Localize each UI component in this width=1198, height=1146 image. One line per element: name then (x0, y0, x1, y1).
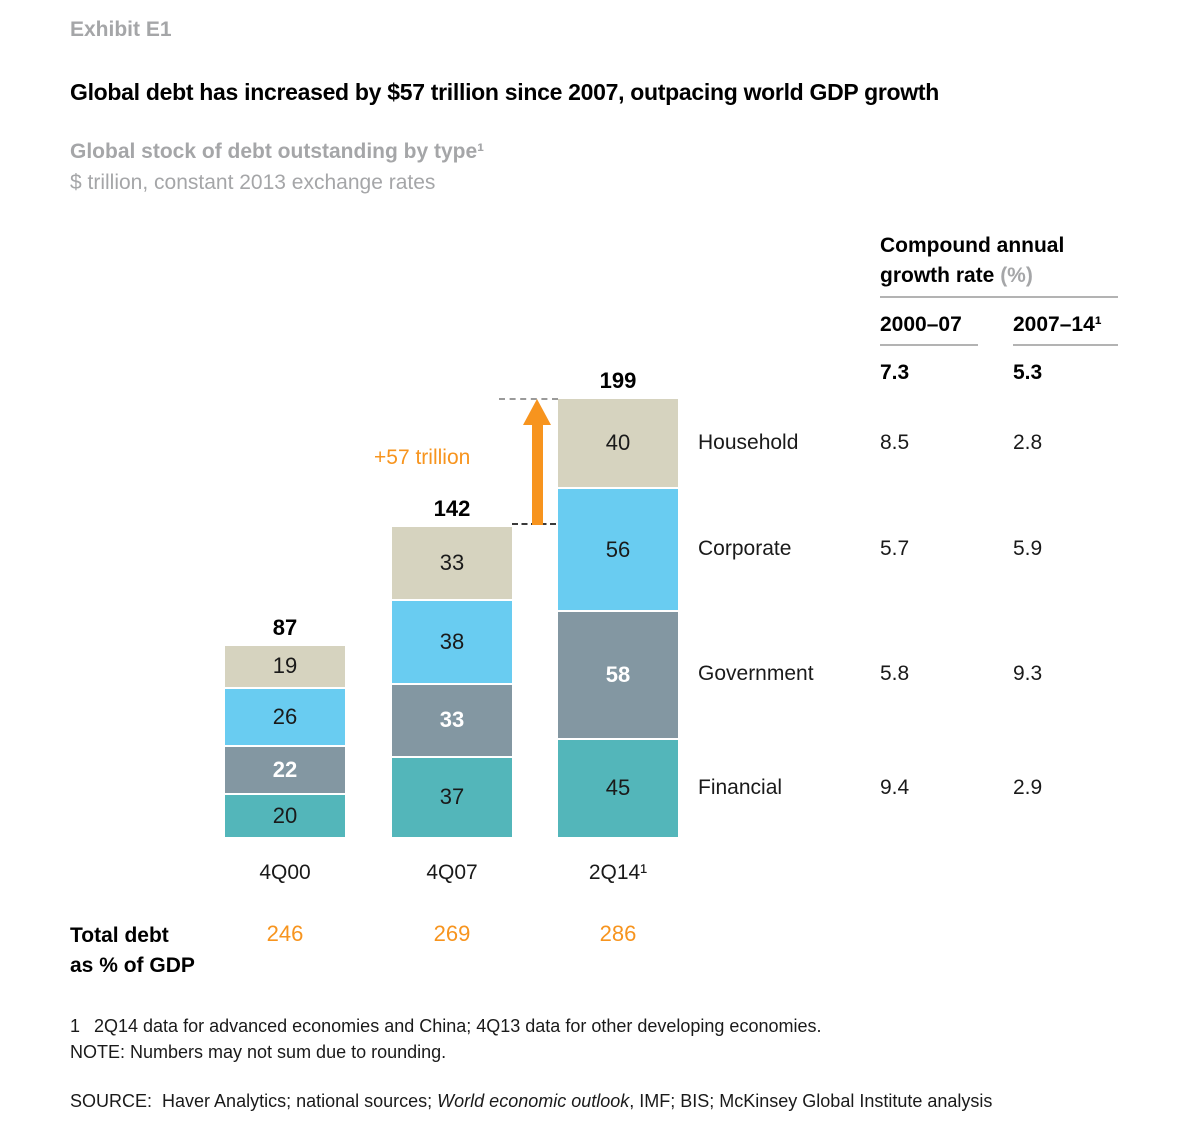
bar-segment-government: 58 (558, 610, 678, 738)
total-debt-label-line2: as % of GDP (70, 954, 195, 977)
bar-column: 40 56 58 45 (558, 399, 678, 837)
segment-value: 22 (272, 756, 298, 782)
bar-category-label: 4Q07 (426, 861, 478, 884)
total-debt-label: Total debt as % of GDP (70, 921, 195, 981)
segment-value: 56 (605, 536, 631, 562)
segment-value: 40 (605, 430, 631, 456)
bar-segment-financial: 20 (225, 792, 345, 837)
bar-total-label: 142 (433, 495, 471, 521)
chart-units-label: $ trillion, constant 2013 exchange rates (70, 171, 436, 194)
bar-segment-household: 33 (392, 526, 512, 600)
bar-segment-corporate: 56 (558, 487, 678, 611)
bar-segment-government: 22 (225, 744, 345, 793)
cagr-value-2000-07: 8.5 (880, 431, 910, 454)
cagr-row-label-government: Government (698, 662, 814, 685)
source-line: SOURCE: Haver Analytics; national source… (70, 1088, 992, 1114)
cagr-row-label-corporate: Corporate (698, 537, 792, 560)
bar-total-label: 199 (599, 368, 637, 394)
segment-value: 26 (272, 703, 298, 729)
cagr-title-line1: Compound annual (880, 234, 1065, 257)
chart-subtitle: Global stock of debt outstanding by type… (70, 140, 485, 163)
total-debt-value: 246 (266, 921, 304, 946)
segment-value: 58 (605, 662, 631, 688)
bar-segment-corporate: 26 (225, 687, 345, 745)
cagr-column2-rule (1013, 344, 1118, 346)
source-prefix: SOURCE: (70, 1091, 153, 1111)
increase-arrow-head (523, 399, 551, 425)
bar-segment-financial: 37 (392, 755, 512, 837)
cagr-value-2007-14: 9.3 (1013, 662, 1043, 685)
cagr-total-2000-07: 7.3 (880, 361, 910, 384)
cagr-title-unit: (%) (1000, 264, 1033, 287)
cagr-table-title: Compound annual growth rate (%) (880, 231, 1064, 291)
footnote-marker: 1 (70, 1016, 81, 1036)
source-italic: World economic outlook (437, 1091, 630, 1111)
footnote: 1 2Q14 data for advanced economies and Ch… (70, 1013, 821, 1039)
cagr-row-label-financial: Financial (698, 776, 783, 799)
source-text-2: , IMF; BIS; McKinsey Global Institute an… (629, 1091, 993, 1111)
note-line: NOTE: Numbers may not sum due to roundin… (70, 1042, 447, 1062)
bar-column: 19 26 22 20 (225, 645, 345, 837)
total-debt-value: 269 (433, 921, 471, 946)
increase-annotation: +57 trillion (374, 446, 471, 469)
cagr-title-line2: growth rate (880, 264, 995, 287)
bar-segment-household: 40 (558, 399, 678, 488)
cagr-column-header-2000-07: 2000–07 (880, 313, 962, 336)
bar-segment-government: 33 (392, 682, 512, 756)
cagr-header-rule (880, 296, 1118, 298)
footnote-text: 2Q14 data for advanced economies and Chi… (94, 1016, 822, 1036)
bar-category-label: 2Q14¹ (588, 861, 648, 884)
increase-arrow-shaft (532, 423, 543, 525)
cagr-column-header-2007-14: 2007–14¹ (1013, 313, 1102, 336)
source-spacer (152, 1091, 162, 1111)
cagr-value-2007-14: 2.9 (1013, 776, 1043, 799)
total-debt-value: 286 (599, 921, 637, 946)
bar-segment-corporate: 38 (392, 599, 512, 683)
bar-segment-household: 19 (225, 645, 345, 688)
segment-value: 33 (439, 707, 465, 733)
cagr-column1-rule (880, 344, 978, 346)
cagr-value-2000-07: 5.7 (880, 537, 910, 560)
bar-segment-financial: 45 (558, 737, 678, 837)
segment-value: 37 (439, 784, 465, 810)
cagr-value-2000-07: 5.8 (880, 662, 910, 685)
cagr-value-2000-07: 9.4 (880, 776, 910, 799)
bar-total-label: 87 (272, 614, 298, 640)
cagr-value-2007-14: 2.8 (1013, 431, 1043, 454)
cagr-row-label-household: Household (698, 431, 799, 454)
source-text-1: Haver Analytics; national sources; (162, 1091, 438, 1111)
total-debt-label-line1: Total debt (70, 924, 169, 947)
cagr-value-2007-14: 5.9 (1013, 537, 1043, 560)
bar-category-label: 4Q00 (259, 861, 311, 884)
cagr-total-2007-14: 5.3 (1013, 361, 1043, 384)
segment-value: 45 (605, 775, 631, 801)
exhibit-label: Exhibit E1 (70, 18, 172, 41)
page-title: Global debt has increased by $57 trillio… (70, 79, 939, 105)
bar-column: 33 38 33 37 (392, 526, 512, 837)
segment-value: 33 (439, 550, 465, 576)
segment-value: 20 (272, 802, 298, 828)
segment-value: 38 (439, 629, 465, 655)
segment-value: 19 (272, 653, 298, 679)
